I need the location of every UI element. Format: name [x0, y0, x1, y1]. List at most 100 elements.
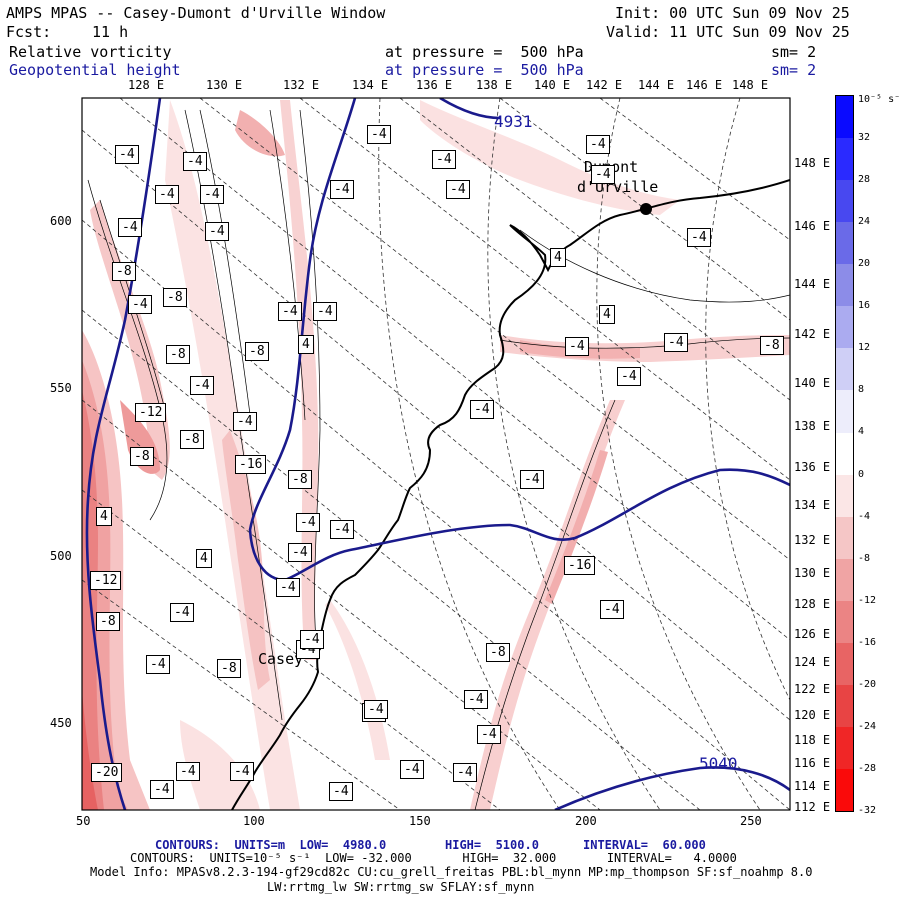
vorticity-contour-label: -16 [564, 556, 596, 575]
top-lon-label: 140 E [534, 78, 571, 92]
colorbar-label: -24 [858, 720, 877, 732]
vorticity-contour-label: -4 [453, 763, 477, 782]
vorticity-contour-label: -4 [205, 222, 229, 241]
colorbar-cell [836, 348, 853, 391]
right-lon-label: 144 E [794, 277, 831, 291]
vorticity-contour-label: -8 [166, 345, 190, 364]
vorticity-contour-label: -4 [432, 150, 456, 169]
vorticity-contour-label: -4 [687, 228, 711, 247]
colorbar-label: -16 [858, 636, 877, 648]
vorticity-contour-label: -8 [96, 612, 120, 631]
field2-smoothing: sm= 2 [771, 61, 817, 79]
vorticity-contour-label: -4 [600, 600, 624, 619]
colorbar-label: 28 [858, 174, 871, 186]
vorticity-contour-label: -4 [364, 700, 388, 719]
vorticity-contour-label: -8 [217, 659, 241, 678]
top-lon-label: 148 E [732, 78, 769, 92]
right-lon-label: 142 E [794, 327, 831, 341]
vorticity-contour-label: -4 [330, 180, 354, 199]
top-lon-label: 144 E [638, 78, 675, 92]
vorticity-contour-label: -4 [150, 780, 174, 799]
colorbar [835, 95, 854, 812]
colorbar-cell [836, 642, 853, 685]
y-tick-label: 550 [50, 381, 72, 395]
vorticity-shading [82, 100, 790, 810]
vorticity-contour-label: -4 [170, 603, 194, 622]
footer-model-info-2: LW:rrtmg_lw SW:rrtmg_sw SFLAY:sf_mynn [267, 880, 535, 894]
colorbar-cell [836, 684, 853, 727]
vorticity-contour-label: -8 [130, 447, 154, 466]
vorticity-contour-label: -4 [118, 218, 142, 237]
colorbar-label: -32 [858, 805, 877, 816]
colorbar-label: 32 [858, 132, 871, 144]
forecast-label: Fcst: [6, 23, 52, 41]
vorticity-contour-label: -12 [135, 403, 167, 422]
right-lon-label: 116 E [794, 756, 831, 770]
footer-height-contours-c: INTERVAL= 60.000 [583, 838, 706, 852]
vorticity-contour-label: -8 [112, 262, 136, 281]
colorbar-units: 10⁻⁵ s⁻¹ [858, 94, 900, 105]
colorbar-label: 4 [858, 426, 865, 438]
plot-frame [81, 97, 791, 811]
vorticity-contour-label: -4 [591, 165, 615, 184]
colorbar-label: 20 [858, 258, 871, 270]
field2-level: at pressure = 500 hPa [385, 61, 584, 79]
vorticity-contour-label: -4 [230, 762, 254, 781]
x-tick-label: 250 [740, 814, 762, 828]
vorticity-contour-label: -4 [400, 760, 424, 779]
colorbar-label: -20 [858, 678, 877, 690]
colorbar-cell [836, 222, 853, 265]
vorticity-contour-label: -4 [664, 333, 688, 352]
top-lon-label: 128 E [128, 78, 165, 92]
right-lon-label: 140 E [794, 376, 831, 390]
vorticity-contour-label: -4 [477, 725, 501, 744]
vorticity-contour-label: 4 [196, 549, 212, 568]
vorticity-contour-label: -4 [155, 185, 179, 204]
vorticity-contour-label: -4 [278, 302, 302, 321]
colorbar-cell [836, 96, 853, 139]
vorticity-contour-label: -12 [90, 571, 122, 590]
vorticity-contour-label: -8 [245, 342, 269, 361]
top-lon-label: 136 E [416, 78, 453, 92]
colorbar-label: -12 [858, 594, 877, 606]
vorticity-contour-label: -4 [233, 412, 257, 431]
top-lon-label: 132 E [283, 78, 320, 92]
top-lon-label: 134 E [352, 78, 389, 92]
colorbar-label: 24 [858, 216, 871, 228]
right-lon-label: 130 E [794, 566, 831, 580]
vorticity-contour-label: -16 [235, 455, 267, 474]
right-lon-label: 126 E [794, 627, 831, 641]
colorbar-cell [836, 138, 853, 181]
right-lon-label: 134 E [794, 498, 831, 512]
vorticity-contour-label: -4 [330, 520, 354, 539]
colorbar-cell [836, 600, 853, 643]
plot-title: AMPS MPAS -- Casey-Dumont d'Urville Wind… [6, 4, 386, 22]
x-tick-label: 150 [409, 814, 431, 828]
top-lon-label: 130 E [206, 78, 243, 92]
height-contours [85, 98, 790, 810]
vorticity-contour-label: -4 [520, 470, 544, 489]
vorticity-contour-label: -4 [446, 180, 470, 199]
right-lon-label: 136 E [794, 460, 831, 474]
forecast-hour: 11 h [92, 23, 129, 41]
vorticity-contour-label: -4 [190, 376, 214, 395]
graticule [82, 98, 790, 810]
footer-height-contours-a: CONTOURS: UNITS=m LOW= 4980.0 [155, 838, 387, 852]
top-lon-label: 138 E [476, 78, 513, 92]
vorticity-contour-label: -4 [300, 630, 324, 649]
x-tick-label: 100 [243, 814, 265, 828]
vorticity-contour-label: -20 [91, 763, 123, 782]
footer-vorticity-contours: CONTOURS: UNITS=10⁻⁵ s⁻¹ LOW= -32.000 HI… [130, 851, 737, 865]
init-time: Init: 00 UTC Sun 09 Nov 25 [615, 4, 850, 22]
right-lon-label: 120 E [794, 708, 831, 722]
y-tick-label: 600 [50, 214, 72, 228]
colorbar-label: 8 [858, 384, 865, 396]
vorticity-contour-label: -4 [146, 655, 170, 674]
top-lon-label: 142 E [586, 78, 623, 92]
right-lon-label: 146 E [794, 219, 831, 233]
x-tick-label: 50 [76, 814, 91, 828]
right-lon-label: 112 E [794, 800, 831, 814]
colorbar-cell [836, 432, 853, 475]
colorbar-cell [836, 516, 853, 559]
colorbar-cell [836, 474, 853, 517]
